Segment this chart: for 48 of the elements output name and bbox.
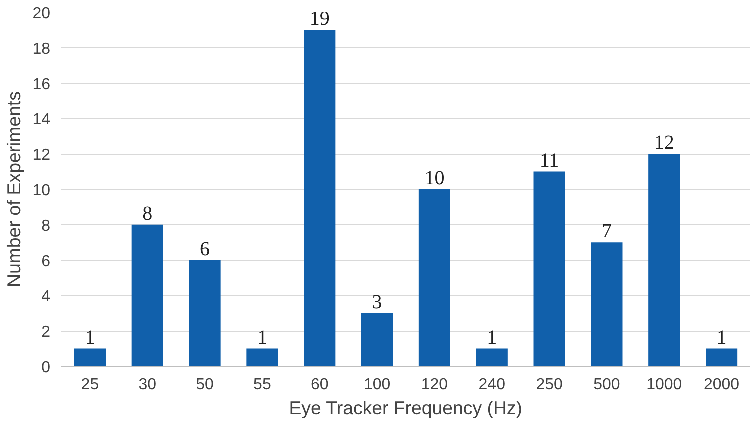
y-tick-label: 6 [42,253,51,270]
bar [706,348,738,366]
x-tick-label: 2000 [704,376,740,394]
y-tick-label: 10 [32,182,51,200]
x-tick-label: 25 [81,376,100,394]
bar [648,154,680,366]
bar [476,348,508,366]
data-label: 10 [424,168,445,190]
x-tick-label: 50 [196,376,214,394]
bar [246,348,278,366]
y-tick-label: 8 [42,218,51,235]
bar [418,190,450,366]
x-tick-label: 60 [310,376,329,394]
data-label: 1 [85,326,96,349]
data-label: 7 [602,220,612,243]
bar [304,30,336,366]
x-tick-label: 240 [478,376,506,394]
bar [189,260,221,366]
y-tick-label: 16 [32,76,51,94]
y-tick-label: 14 [32,112,51,129]
data-label: 6 [200,238,210,260]
data-label: 11 [540,150,560,172]
x-axis-title: Eye Tracker Frequency (Hz) [289,398,522,418]
y-tick-label: 2 [42,324,51,342]
y-tick-label: 12 [32,147,51,164]
data-label: 1 [257,326,268,349]
data-label: 3 [372,291,382,314]
data-label: 1 [487,326,498,349]
x-tick-label: 1000 [646,376,682,394]
x-tick-label: 55 [254,376,272,394]
x-tick-label: 100 [364,376,391,394]
y-tick-label: 20 [32,6,51,22]
bar [74,348,106,366]
x-tick-label: 500 [594,376,620,394]
x-tick-label: 250 [536,376,563,394]
data-label: 12 [654,132,674,154]
x-tick-label: 30 [138,376,157,394]
data-label: 1 [716,326,727,349]
bar [132,224,164,366]
x-tick-label: 120 [421,376,448,394]
bar [534,172,566,366]
y-axis-title: Number of Experiments [4,92,25,288]
y-tick-label: 0 [42,360,51,376]
bar [591,242,623,366]
data-label: 8 [142,202,153,225]
bar [362,313,394,366]
y-tick-label: 18 [32,40,51,58]
y-tick-label: 4 [42,288,51,306]
